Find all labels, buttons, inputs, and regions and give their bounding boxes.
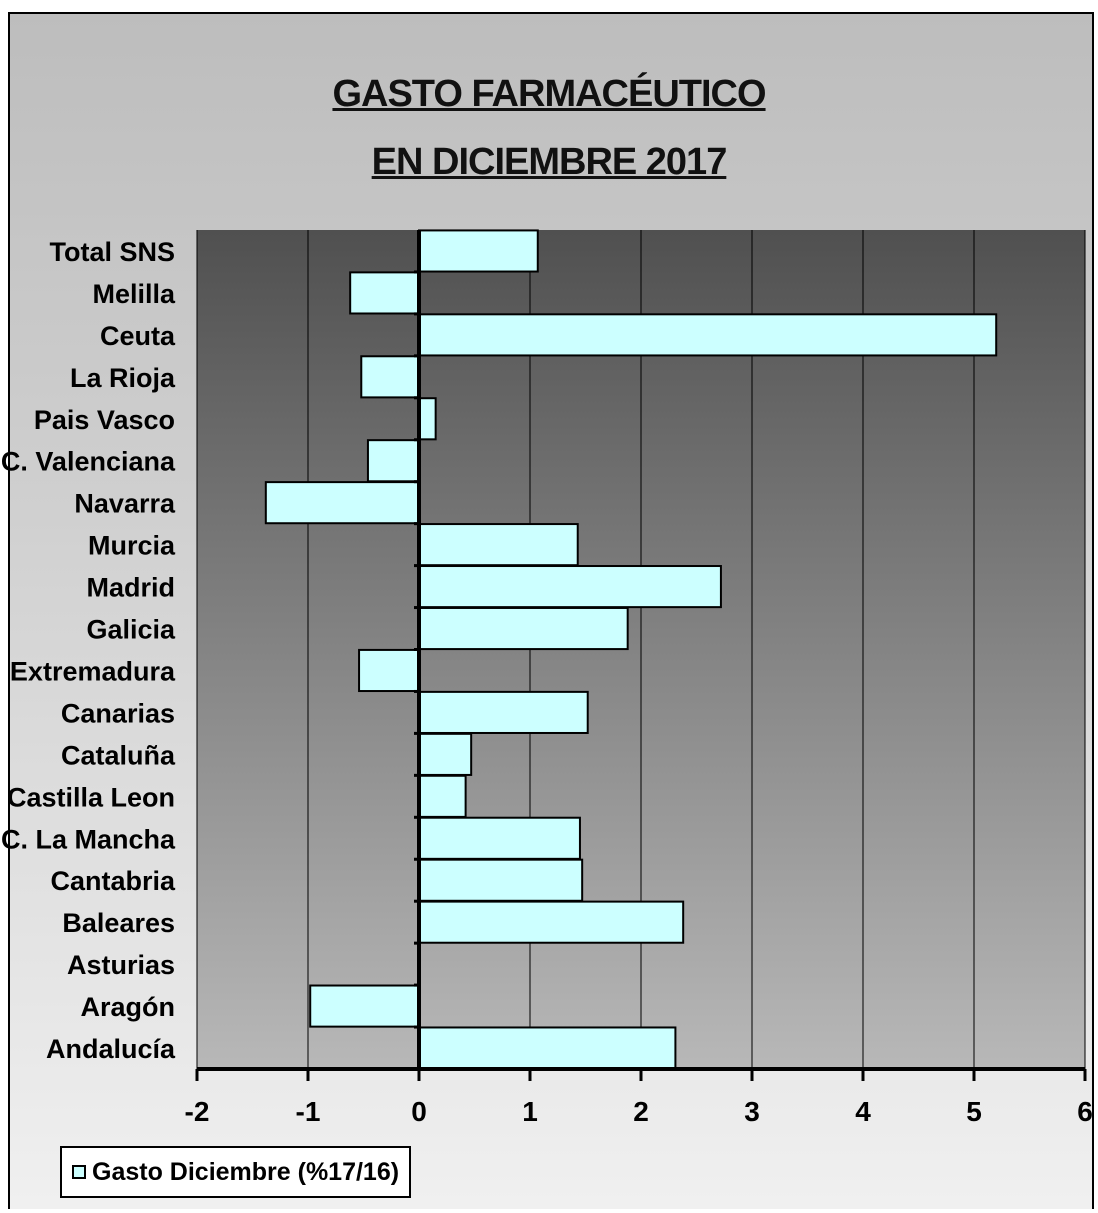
chart-title-line-2: EN DICIEMBRE 2017 — [371, 141, 728, 183]
legend-label: Gasto Diciembre (%17/16) — [92, 1157, 400, 1186]
bar — [418, 774, 467, 818]
x-tick-label: 0 — [411, 1096, 427, 1127]
bar — [418, 858, 584, 902]
x-tick-label: 5 — [966, 1096, 982, 1127]
bar — [418, 1026, 677, 1070]
x-tick-label: 6 — [1077, 1096, 1093, 1127]
category-label: Asturias — [67, 950, 175, 980]
bar — [418, 397, 437, 441]
category-labels: Total SNS Melilla Ceuta La Rioja Pais Vasco C… — [1, 237, 176, 1064]
category-label: Total SNS — [49, 237, 175, 267]
bar — [360, 355, 420, 399]
bar — [366, 439, 421, 483]
bar — [418, 900, 685, 944]
category-label: Baleares — [62, 908, 175, 938]
bar — [418, 690, 589, 734]
bar — [418, 565, 722, 609]
bars — [264, 229, 998, 1070]
category-label: Pais Vasco — [34, 405, 175, 435]
category-label: Cataluña — [61, 740, 176, 770]
category-label: Galicia — [86, 615, 176, 645]
x-tick-label: -1 — [296, 1096, 321, 1127]
category-label: Andalucía — [46, 1034, 176, 1064]
x-tick-label: 3 — [744, 1096, 760, 1127]
category-label: C. La Mancha — [1, 824, 176, 854]
category-label: C. Valenciana — [1, 447, 176, 477]
x-tick-label: -2 — [185, 1096, 210, 1127]
legend: Gasto Diciembre (%17/16) — [60, 1146, 412, 1198]
bar — [418, 732, 473, 776]
category-label: Cantabria — [50, 866, 176, 896]
chart-title-line-1: GASTO FARMACÉUTICO — [332, 73, 766, 115]
category-label: La Rioja — [70, 363, 176, 393]
category-label: Ceuta — [100, 321, 176, 351]
category-label: Madrid — [86, 573, 175, 603]
category-label: Extremadura — [10, 656, 176, 686]
category-label: Castilla Leon — [7, 782, 175, 812]
category-label: Murcia — [88, 531, 176, 561]
x-tick-label: 4 — [855, 1096, 871, 1127]
gridlines — [196, 230, 1086, 1069]
x-tick-label: 1 — [522, 1096, 538, 1127]
bar — [309, 984, 420, 1028]
legend-swatch — [72, 1165, 86, 1179]
x-tick-label: 2 — [633, 1096, 649, 1127]
x-tick-labels: -2 -1 0 1 2 3 4 5 6 — [185, 1096, 1093, 1127]
axes — [195, 230, 1087, 1081]
bar — [358, 648, 420, 693]
bar — [264, 481, 420, 525]
bar — [418, 606, 629, 651]
bar — [418, 816, 581, 860]
bar — [418, 523, 579, 567]
bar — [418, 229, 539, 273]
bar — [418, 313, 998, 357]
category-label: Canarias — [61, 698, 175, 728]
category-label: Aragón — [81, 992, 176, 1022]
bar — [349, 271, 420, 315]
category-label: Melilla — [92, 279, 176, 309]
category-label: Navarra — [74, 489, 176, 519]
